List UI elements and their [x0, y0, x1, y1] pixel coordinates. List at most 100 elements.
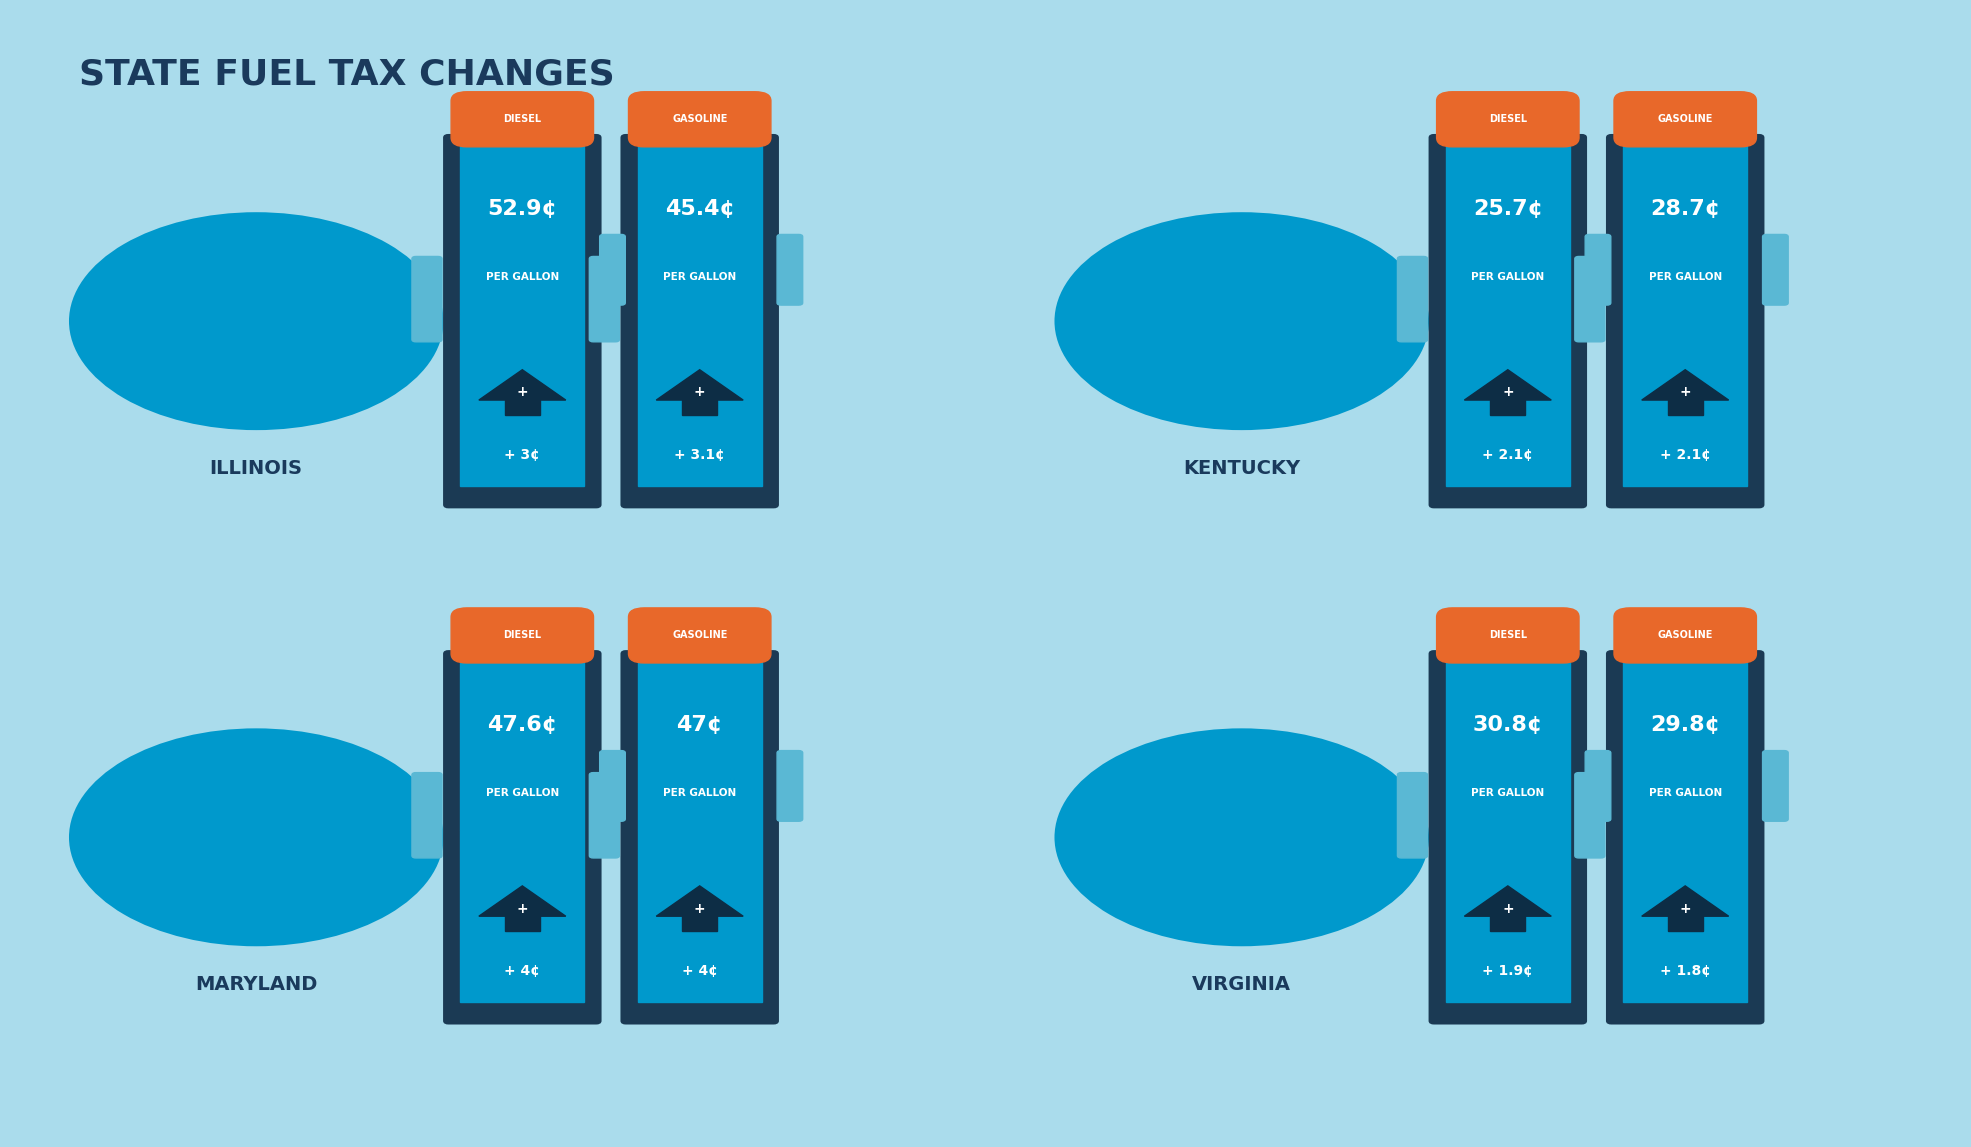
FancyBboxPatch shape: [1575, 257, 1604, 342]
Text: + 2.1¢: + 2.1¢: [1660, 448, 1711, 462]
Text: +: +: [1502, 385, 1514, 399]
Text: PER GALLON: PER GALLON: [1470, 788, 1545, 798]
Polygon shape: [656, 369, 743, 400]
FancyBboxPatch shape: [639, 314, 761, 486]
FancyBboxPatch shape: [623, 651, 777, 1023]
FancyBboxPatch shape: [629, 92, 771, 147]
FancyBboxPatch shape: [639, 830, 761, 1002]
FancyBboxPatch shape: [629, 608, 771, 663]
Text: GASOLINE: GASOLINE: [1658, 115, 1713, 124]
FancyBboxPatch shape: [1624, 661, 1746, 830]
Circle shape: [69, 728, 443, 946]
Polygon shape: [656, 885, 743, 916]
Text: + 1.9¢: + 1.9¢: [1482, 965, 1533, 978]
Text: +: +: [1679, 902, 1691, 915]
Text: DIESEL: DIESEL: [1488, 631, 1528, 640]
FancyBboxPatch shape: [1437, 608, 1579, 663]
FancyBboxPatch shape: [589, 257, 619, 342]
FancyBboxPatch shape: [777, 234, 802, 305]
FancyBboxPatch shape: [451, 92, 593, 147]
Text: 45.4¢: 45.4¢: [664, 200, 735, 219]
Text: STATE FUEL TAX CHANGES: STATE FUEL TAX CHANGES: [79, 57, 615, 92]
FancyBboxPatch shape: [1624, 830, 1746, 1002]
Text: +: +: [694, 385, 706, 399]
FancyBboxPatch shape: [1614, 92, 1756, 147]
Text: 28.7¢: 28.7¢: [1650, 200, 1721, 219]
Text: DIESEL: DIESEL: [503, 631, 542, 640]
Text: +: +: [516, 385, 528, 399]
Text: 52.9¢: 52.9¢: [487, 200, 558, 219]
Text: PER GALLON: PER GALLON: [1648, 272, 1723, 282]
FancyBboxPatch shape: [461, 145, 583, 314]
Polygon shape: [1464, 885, 1551, 916]
FancyBboxPatch shape: [599, 234, 625, 305]
FancyBboxPatch shape: [461, 830, 583, 1002]
FancyBboxPatch shape: [412, 773, 442, 858]
Text: +: +: [1502, 902, 1514, 915]
Text: DIESEL: DIESEL: [1488, 115, 1528, 124]
FancyBboxPatch shape: [1437, 92, 1579, 147]
Text: 47.6¢: 47.6¢: [487, 716, 558, 735]
FancyBboxPatch shape: [445, 135, 599, 507]
FancyBboxPatch shape: [682, 916, 717, 931]
Text: GASOLINE: GASOLINE: [672, 631, 727, 640]
FancyBboxPatch shape: [461, 661, 583, 830]
Text: VIRGINIA: VIRGINIA: [1192, 975, 1291, 994]
Text: 30.8¢: 30.8¢: [1472, 716, 1543, 735]
Text: +: +: [1679, 385, 1691, 399]
Text: + 4¢: + 4¢: [505, 965, 540, 978]
Polygon shape: [1464, 369, 1551, 400]
Text: PER GALLON: PER GALLON: [1648, 788, 1723, 798]
FancyBboxPatch shape: [1490, 916, 1526, 931]
FancyBboxPatch shape: [1397, 257, 1427, 342]
FancyBboxPatch shape: [1490, 400, 1526, 415]
Text: GASOLINE: GASOLINE: [672, 115, 727, 124]
Text: PER GALLON: PER GALLON: [485, 788, 560, 798]
FancyBboxPatch shape: [1667, 400, 1703, 415]
FancyBboxPatch shape: [682, 400, 717, 415]
Text: + 2.1¢: + 2.1¢: [1482, 448, 1533, 462]
FancyBboxPatch shape: [1431, 135, 1585, 507]
Text: 25.7¢: 25.7¢: [1472, 200, 1543, 219]
FancyBboxPatch shape: [1585, 234, 1610, 305]
FancyBboxPatch shape: [1447, 661, 1569, 830]
Text: PER GALLON: PER GALLON: [662, 272, 737, 282]
Polygon shape: [479, 885, 566, 916]
Text: MARYLAND: MARYLAND: [195, 975, 317, 994]
FancyBboxPatch shape: [445, 651, 599, 1023]
FancyBboxPatch shape: [1614, 608, 1756, 663]
Text: ILLINOIS: ILLINOIS: [209, 459, 304, 478]
Polygon shape: [1642, 885, 1729, 916]
Text: + 1.8¢: + 1.8¢: [1660, 965, 1711, 978]
FancyBboxPatch shape: [1762, 234, 1788, 305]
Text: + 4¢: + 4¢: [682, 965, 717, 978]
Text: 47¢: 47¢: [676, 716, 723, 735]
Polygon shape: [1642, 369, 1729, 400]
FancyBboxPatch shape: [1447, 830, 1569, 1002]
Circle shape: [1054, 728, 1429, 946]
Text: GASOLINE: GASOLINE: [1658, 631, 1713, 640]
FancyBboxPatch shape: [589, 773, 619, 858]
FancyBboxPatch shape: [451, 608, 593, 663]
Polygon shape: [479, 369, 566, 400]
FancyBboxPatch shape: [623, 135, 777, 507]
FancyBboxPatch shape: [1624, 314, 1746, 486]
FancyBboxPatch shape: [1397, 773, 1427, 858]
FancyBboxPatch shape: [1447, 145, 1569, 314]
Text: PER GALLON: PER GALLON: [485, 272, 560, 282]
FancyBboxPatch shape: [1447, 314, 1569, 486]
FancyBboxPatch shape: [1431, 651, 1585, 1023]
FancyBboxPatch shape: [639, 145, 761, 314]
FancyBboxPatch shape: [1624, 145, 1746, 314]
FancyBboxPatch shape: [505, 916, 540, 931]
FancyBboxPatch shape: [1762, 750, 1788, 821]
FancyBboxPatch shape: [777, 750, 802, 821]
FancyBboxPatch shape: [1608, 651, 1762, 1023]
FancyBboxPatch shape: [599, 750, 625, 821]
FancyBboxPatch shape: [1667, 916, 1703, 931]
Text: PER GALLON: PER GALLON: [1470, 272, 1545, 282]
Text: PER GALLON: PER GALLON: [662, 788, 737, 798]
Text: +: +: [516, 902, 528, 915]
Text: + 3¢: + 3¢: [505, 448, 540, 462]
Circle shape: [69, 212, 443, 430]
